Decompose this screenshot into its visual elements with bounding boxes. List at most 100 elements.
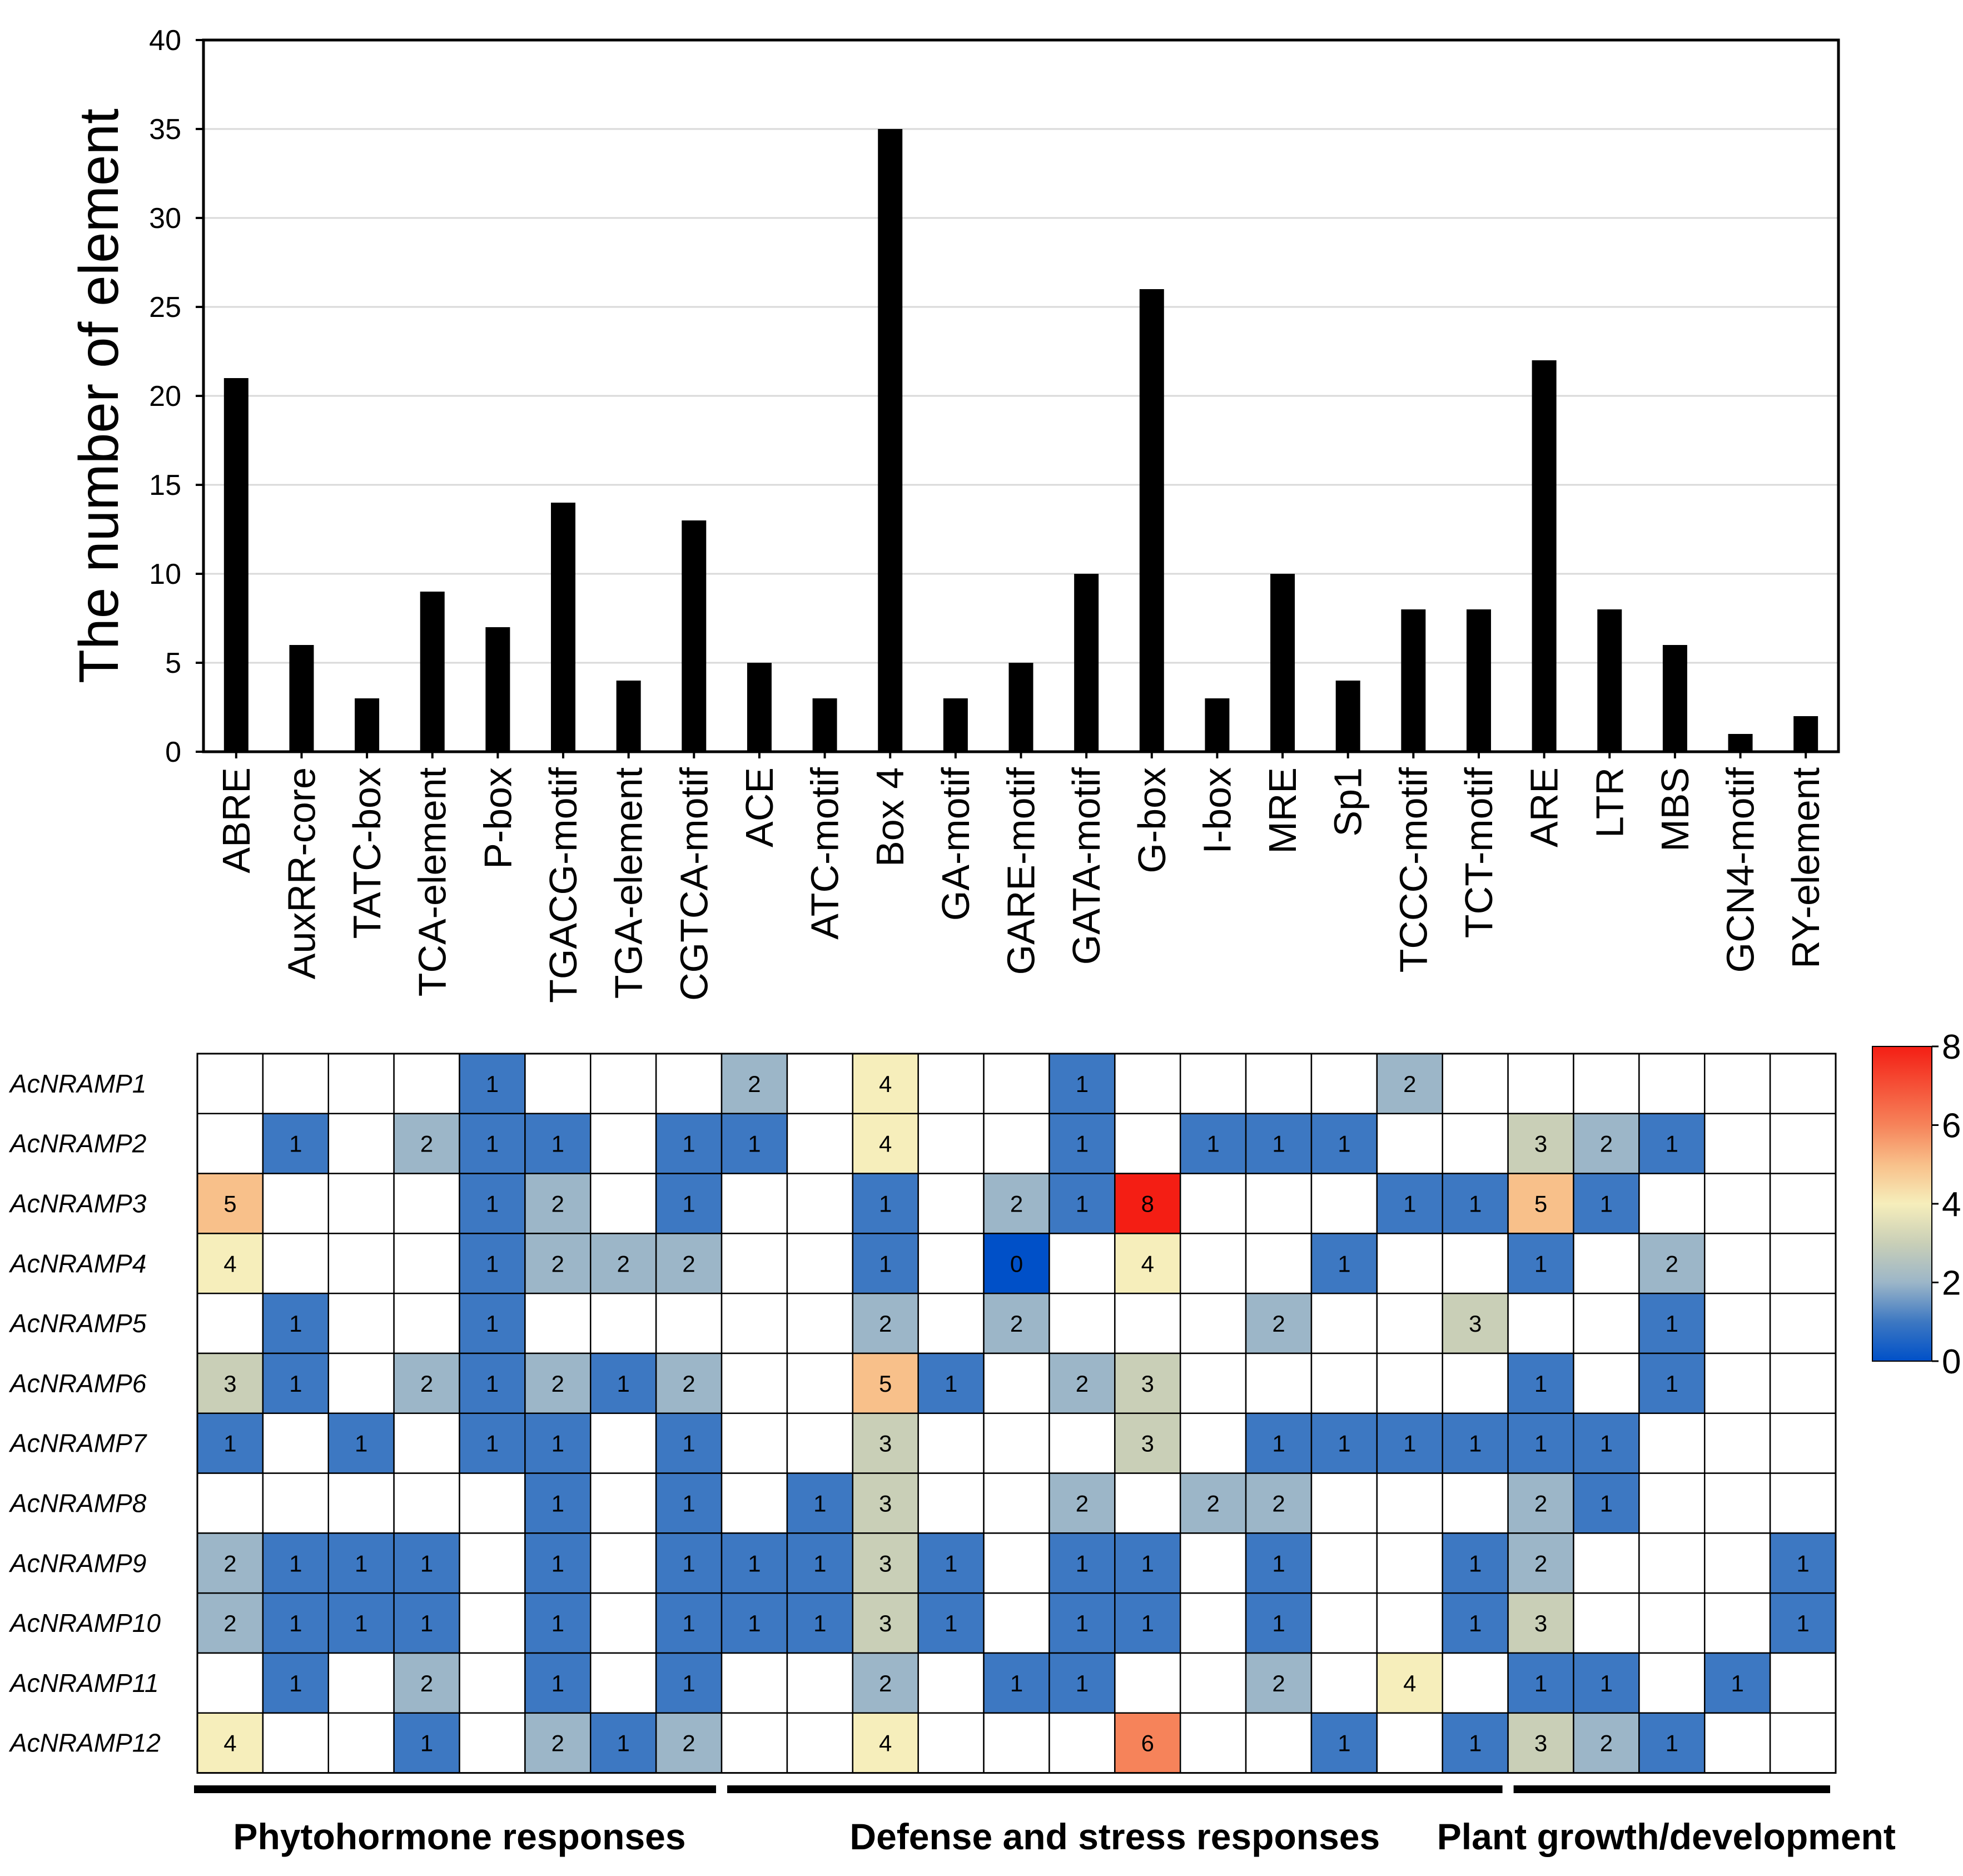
cell-AcNRAMP10-GA-motif — [917, 1592, 985, 1654]
cell-AcNRAMP2-Sp1 — [1310, 1113, 1378, 1174]
cell-AcNRAMP1-ARE — [1507, 1053, 1574, 1115]
cell-AcNRAMP3-GATA-motif — [1048, 1173, 1116, 1234]
cell-AcNRAMP3-Box 4 — [852, 1173, 919, 1234]
cell-value-AcNRAMP1-GATA-motif: 1 — [1076, 1071, 1089, 1097]
cell-AcNRAMP11-I-box — [1179, 1652, 1247, 1714]
cell-AcNRAMP7-TCCC-motif — [1376, 1412, 1443, 1474]
cell-value-AcNRAMP6-MBS: 1 — [1666, 1371, 1678, 1397]
cell-AcNRAMP3-ATC-motif — [786, 1173, 854, 1234]
cell-AcNRAMP6-Sp1 — [1310, 1352, 1378, 1415]
cell-AcNRAMP12-TCA-element — [393, 1712, 460, 1774]
cell-AcNRAMP6-TGA-element — [590, 1352, 657, 1415]
cell-AcNRAMP12-GATA-motif — [1048, 1712, 1116, 1774]
cell-AcNRAMP1-MRE — [1245, 1053, 1313, 1115]
cell-value-AcNRAMP2-TGACG-motif: 1 — [551, 1131, 564, 1157]
cell-value-AcNRAMP7-TCCC-motif: 1 — [1403, 1431, 1416, 1457]
cell-AcNRAMP6-MRE — [1245, 1352, 1313, 1415]
cell-value-AcNRAMP7-CGTCA-motif: 1 — [682, 1431, 695, 1457]
cell-AcNRAMP7-ATC-motif — [786, 1412, 854, 1474]
cell-AcNRAMP6-TCT-motif — [1442, 1352, 1509, 1415]
cell-AcNRAMP5-LTR — [1573, 1292, 1640, 1354]
cell-AcNRAMP7-TGA-element — [590, 1412, 657, 1474]
x-tick-label-ACE: ACE — [738, 767, 781, 847]
cell-AcNRAMP2-TATC-box — [327, 1113, 395, 1174]
bar-MBS — [1662, 645, 1687, 752]
colorbar-tick-label-6: 6 — [1942, 1107, 1961, 1145]
cell-value-AcNRAMP12-TGA-element: 1 — [617, 1730, 630, 1756]
cell-AcNRAMP5-RY-element — [1769, 1292, 1837, 1354]
cell-AcNRAMP12-GARE-motif — [983, 1712, 1050, 1774]
x-tick-label-TGA-element: TGA-element — [607, 767, 650, 999]
cell-AcNRAMP12-G-box — [1114, 1712, 1181, 1774]
bar-TCA-element — [420, 592, 445, 752]
cell-AcNRAMP12-TCT-motif — [1442, 1712, 1509, 1774]
cell-AcNRAMP3-TATC-box — [327, 1173, 395, 1234]
cell-AcNRAMP2-TCCC-motif — [1376, 1113, 1443, 1174]
cell-value-AcNRAMP10-TATC-box: 1 — [355, 1610, 367, 1636]
bar-MRE — [1270, 574, 1295, 752]
cell-value-AcNRAMP12-Sp1: 1 — [1338, 1730, 1350, 1756]
cell-value-AcNRAMP6-AuxRR-core: 1 — [289, 1371, 302, 1397]
group-label-0: Phytohormone responses — [233, 1816, 685, 1857]
cell-value-AcNRAMP10-RY-element: 1 — [1796, 1610, 1809, 1636]
cell-value-AcNRAMP6-GATA-motif: 2 — [1076, 1371, 1089, 1397]
bar-chart-y-ticks: 0 5 10 15 20 25 30 35 40 — [149, 24, 203, 768]
cell-AcNRAMP3-GA-motif — [917, 1173, 985, 1234]
cell-AcNRAMP11-MBS — [1638, 1652, 1706, 1714]
x-tick-label-G-box: G-box — [1130, 767, 1174, 874]
cell-value-AcNRAMP4-G-box: 4 — [1141, 1250, 1154, 1277]
cell-AcNRAMP4-ATC-motif — [786, 1233, 854, 1294]
cell-value-AcNRAMP9-TCT-motif: 1 — [1469, 1550, 1482, 1576]
cell-AcNRAMP4-GATA-motif — [1048, 1233, 1116, 1294]
cell-AcNRAMP6-LTR — [1573, 1352, 1640, 1415]
cell-AcNRAMP8-AuxRR-core — [262, 1472, 330, 1534]
cell-AcNRAMP11-ARE — [1507, 1652, 1574, 1714]
heatmap: 1 2 4 1 2 1 2 1 1 1 1 4 1 1 1 1 3 2 1 5 1 2 1 1 2 1 8 1 1 5 1 4 1 2 2 2 1 0 4 1… — [8, 1028, 1961, 1857]
cell-AcNRAMP3-TCT-motif — [1442, 1173, 1509, 1234]
cell-AcNRAMP10-GARE-motif — [983, 1592, 1050, 1654]
cell-value-AcNRAMP2-TCA-element: 2 — [420, 1131, 433, 1157]
row-label-AcNRAMP9: AcNRAMP9 — [8, 1549, 146, 1577]
cell-value-AcNRAMP8-CGTCA-motif: 1 — [682, 1491, 695, 1517]
cell-AcNRAMP9-GA-motif — [917, 1532, 985, 1594]
cell-AcNRAMP2-MRE — [1245, 1113, 1313, 1174]
cell-AcNRAMP1-TATC-box — [327, 1053, 395, 1115]
cell-AcNRAMP7-GA-motif — [917, 1412, 985, 1474]
cell-value-AcNRAMP2-ARE: 3 — [1534, 1131, 1547, 1157]
bar-chart-x-ticks: ABRE AuxRR-core TATC-box TCA-element P-box TG… — [215, 752, 1827, 1003]
x-tick-label-MBS: MBS — [1653, 767, 1697, 852]
cell-AcNRAMP12-MRE — [1245, 1712, 1313, 1774]
cell-AcNRAMP6-TCA-element — [393, 1352, 460, 1415]
cell-value-AcNRAMP12-LTR: 2 — [1600, 1730, 1613, 1756]
cell-AcNRAMP10-TCCC-motif — [1376, 1592, 1443, 1654]
bar-GA-motif — [943, 698, 968, 752]
bar-chart-bars — [223, 129, 1818, 752]
cell-AcNRAMP11-Box 4 — [852, 1652, 919, 1714]
cell-value-AcNRAMP3-TGACG-motif: 2 — [551, 1191, 564, 1217]
cell-AcNRAMP12-AuxRR-core — [262, 1712, 330, 1774]
cell-AcNRAMP4-ABRE — [196, 1233, 264, 1294]
bar-ABRE — [223, 378, 249, 752]
cell-value-AcNRAMP9-ARE: 2 — [1534, 1550, 1547, 1576]
cell-AcNRAMP7-MRE — [1245, 1412, 1313, 1474]
colorbar-tick-label-8: 8 — [1942, 1028, 1961, 1066]
cell-AcNRAMP1-GARE-motif — [983, 1053, 1050, 1115]
y-tick-label-20: 20 — [149, 380, 181, 413]
cell-AcNRAMP7-ARE — [1507, 1412, 1574, 1474]
cell-AcNRAMP3-TGACG-motif — [524, 1173, 592, 1234]
cell-AcNRAMP5-MRE — [1245, 1292, 1313, 1354]
cell-AcNRAMP6-AuxRR-core — [262, 1352, 330, 1415]
cell-value-AcNRAMP6-TGA-element: 1 — [617, 1371, 630, 1397]
cell-AcNRAMP1-CGTCA-motif — [655, 1053, 723, 1115]
cell-value-AcNRAMP2-CGTCA-motif: 1 — [682, 1131, 695, 1157]
cell-AcNRAMP10-TGACG-motif — [524, 1592, 592, 1654]
cell-value-AcNRAMP6-GA-motif: 1 — [945, 1371, 957, 1397]
row-label-AcNRAMP5: AcNRAMP5 — [8, 1309, 147, 1338]
cell-AcNRAMP6-CGTCA-motif — [655, 1352, 723, 1415]
cell-value-AcNRAMP9-GATA-motif: 1 — [1076, 1550, 1089, 1576]
cell-value-AcNRAMP2-MBS: 1 — [1666, 1131, 1678, 1157]
cell-value-AcNRAMP1-P-box: 1 — [486, 1071, 499, 1097]
cell-AcNRAMP3-LTR — [1573, 1173, 1640, 1234]
bar-TGA-element — [616, 681, 641, 752]
cell-AcNRAMP5-TGACG-motif — [524, 1292, 592, 1354]
